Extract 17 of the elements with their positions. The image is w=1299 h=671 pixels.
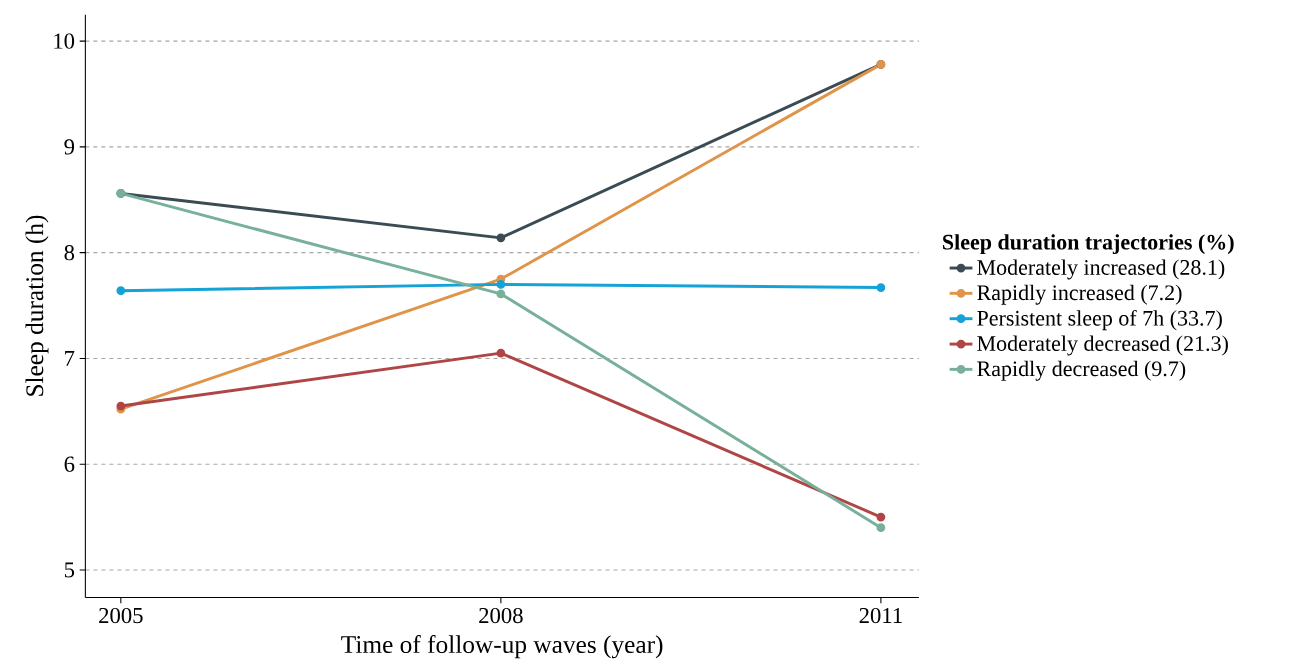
x-tick-label: 2011 (859, 607, 902, 624)
legend-label: Rapidly increased (7.2) (977, 284, 1182, 305)
legend-label: Moderately decreased (21.3) (977, 335, 1228, 356)
y-tick-label: 7 (65, 351, 75, 366)
legend-title: Sleep duration trajectories (%) (943, 234, 1234, 255)
x-tick-label: 2008 (479, 607, 523, 624)
y-tick-label: 6 (64, 456, 75, 472)
y-tick-label: 8 (64, 245, 75, 261)
legend-label: Rapidly decreased (9.7) (977, 360, 1186, 381)
x-tick-label: 2005 (99, 607, 143, 624)
y-tick-label: 9 (64, 139, 75, 155)
y-axis-title: Sleep duration (h) (25, 215, 49, 396)
y-tick-label: 5 (64, 562, 75, 578)
legend-label: Moderately increased (28.1) (977, 259, 1225, 280)
legend-label: Persistent sleep of 7h (33.7) (977, 310, 1222, 331)
y-tick-label: 10 (54, 33, 75, 49)
x-axis-title: Time of follow-up waves (year) (341, 635, 663, 659)
